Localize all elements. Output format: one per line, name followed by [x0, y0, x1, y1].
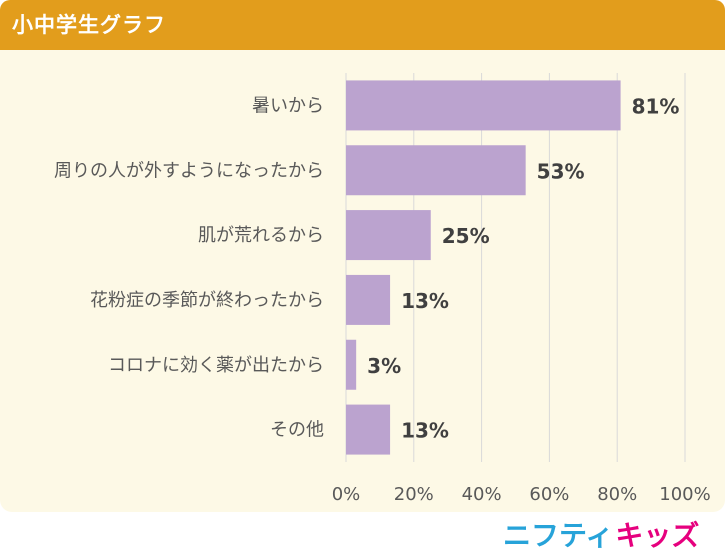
nifty-kids-logo: ニフティ キッズ: [503, 513, 718, 555]
category-label: 花粉症の季節が終わったから: [90, 290, 324, 311]
x-tick-label: 20%: [394, 484, 434, 505]
bar-chart: 0% 20% 40% 60% 80% 100% 暑いから 81% 周りの人が外すようになったから…: [54, 73, 711, 505]
data-label: 81%: [632, 94, 680, 118]
chart-title: 小中学生グラフ: [12, 13, 166, 37]
bar: [346, 339, 357, 390]
x-tick-label: 100%: [659, 484, 710, 505]
x-tick-label: 80%: [597, 484, 637, 505]
bar: [346, 80, 621, 131]
category-label: 周りの人が外すようになったから: [54, 160, 324, 181]
bar: [346, 274, 391, 325]
bar: [346, 404, 391, 455]
x-tick-label: 40%: [462, 484, 502, 505]
data-label: 13%: [401, 419, 449, 443]
logo-kids-text: キッズ: [615, 519, 700, 552]
bar: [346, 145, 526, 196]
chart-header: 小中学生グラフ: [0, 0, 725, 50]
category-label: 肌が荒れるから: [198, 225, 324, 246]
category-label: 暑いから: [252, 95, 324, 116]
data-label: 25%: [442, 224, 490, 248]
x-tick-label: 60%: [529, 484, 569, 505]
data-label: 13%: [401, 289, 449, 313]
logo-nifty-text: ニフティ: [503, 519, 614, 552]
category-label: その他: [270, 420, 324, 441]
data-label: 53%: [537, 159, 585, 183]
category-label: コロナに効く薬が出たから: [108, 355, 324, 376]
bar: [346, 210, 431, 261]
data-label: 3%: [367, 354, 401, 378]
x-tick-label: 0%: [332, 484, 361, 505]
